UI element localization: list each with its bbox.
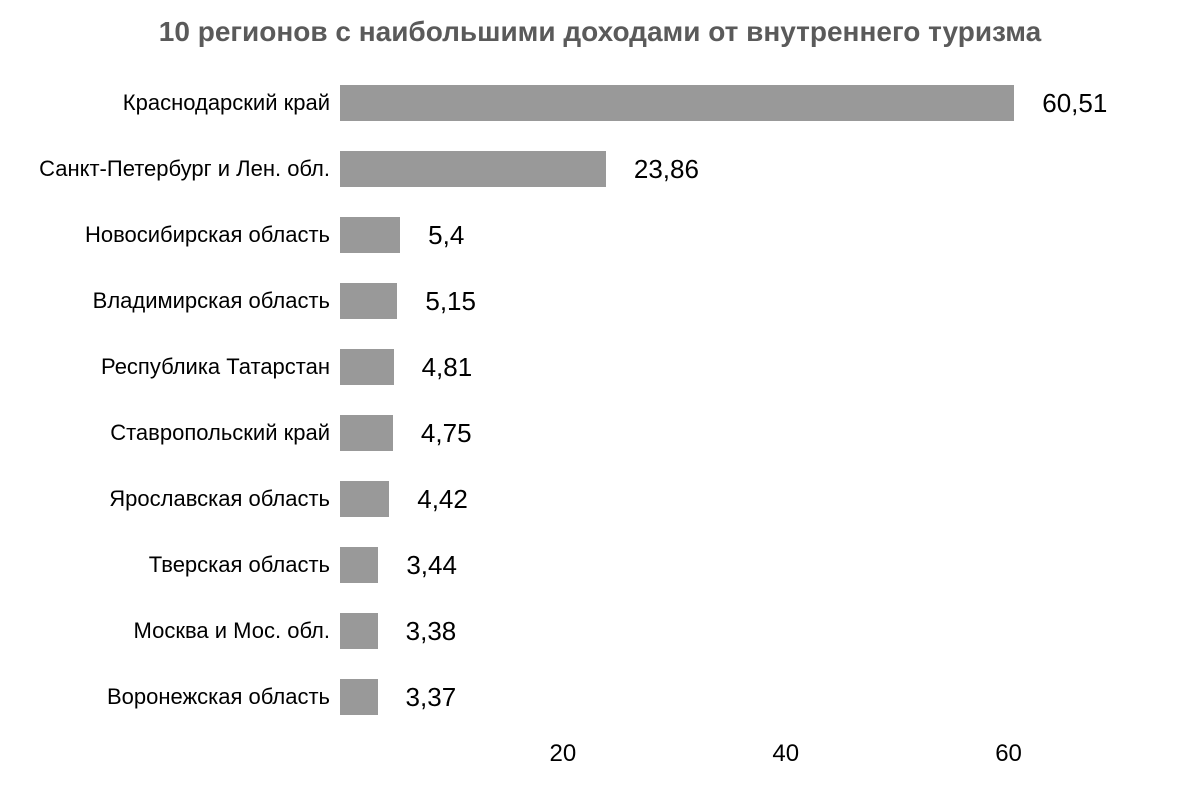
x-axis-tick: 20 xyxy=(549,740,576,768)
value-label: 4,42 xyxy=(417,481,468,517)
category-label: Воронежская область xyxy=(107,679,340,715)
value-label: 5,4 xyxy=(428,217,464,253)
value-label: 4,81 xyxy=(422,349,473,385)
bar xyxy=(340,217,400,253)
category-label: Новосибирская область xyxy=(85,217,340,253)
chart-row: Тверская область3,44 xyxy=(340,532,1120,598)
value-label: 3,44 xyxy=(406,547,457,583)
chart-row: Ярославская область4,42 xyxy=(340,466,1120,532)
bar xyxy=(340,85,1014,121)
value-label: 3,38 xyxy=(406,613,457,649)
chart-row: Воронежская область3,37 xyxy=(340,664,1120,730)
chart-row: Республика Татарстан4,81 xyxy=(340,334,1120,400)
chart-row: Санкт-Петербург и Лен. обл.23,86 xyxy=(340,136,1120,202)
bar xyxy=(340,151,606,187)
category-label: Ярославская область xyxy=(109,481,340,517)
category-label: Республика Татарстан xyxy=(101,349,340,385)
category-label: Москва и Мос. обл. xyxy=(134,613,340,649)
bar xyxy=(340,679,378,715)
category-label: Краснодарский край xyxy=(123,85,340,121)
bar xyxy=(340,613,378,649)
chart-plot-area: Краснодарский край60,51Санкт-Петербург и… xyxy=(340,70,1120,730)
chart-row: Ставропольский край4,75 xyxy=(340,400,1120,466)
chart-row: Новосибирская область5,4 xyxy=(340,202,1120,268)
chart-row: Краснодарский край60,51 xyxy=(340,70,1120,136)
chart-row: Москва и Мос. обл.3,38 xyxy=(340,598,1120,664)
bar xyxy=(340,481,389,517)
category-label: Санкт-Петербург и Лен. обл. xyxy=(39,151,340,187)
bar xyxy=(340,283,397,319)
chart-row: Владимирская область5,15 xyxy=(340,268,1120,334)
tourism-income-chart: 10 регионов с наибольшими доходами от вн… xyxy=(0,0,1200,800)
x-axis-tick: 40 xyxy=(772,740,799,768)
bar xyxy=(340,547,378,583)
x-axis-tick: 60 xyxy=(995,740,1022,768)
chart-title: 10 регионов с наибольшими доходами от вн… xyxy=(0,16,1200,48)
value-label: 3,37 xyxy=(406,679,457,715)
bar xyxy=(340,415,393,451)
value-label: 4,75 xyxy=(421,415,472,451)
value-label: 60,51 xyxy=(1042,85,1107,121)
value-label: 5,15 xyxy=(425,283,476,319)
category-label: Владимирская область xyxy=(93,283,340,319)
category-label: Тверская область xyxy=(149,547,340,583)
bar xyxy=(340,349,394,385)
value-label: 23,86 xyxy=(634,151,699,187)
category-label: Ставропольский край xyxy=(110,415,340,451)
